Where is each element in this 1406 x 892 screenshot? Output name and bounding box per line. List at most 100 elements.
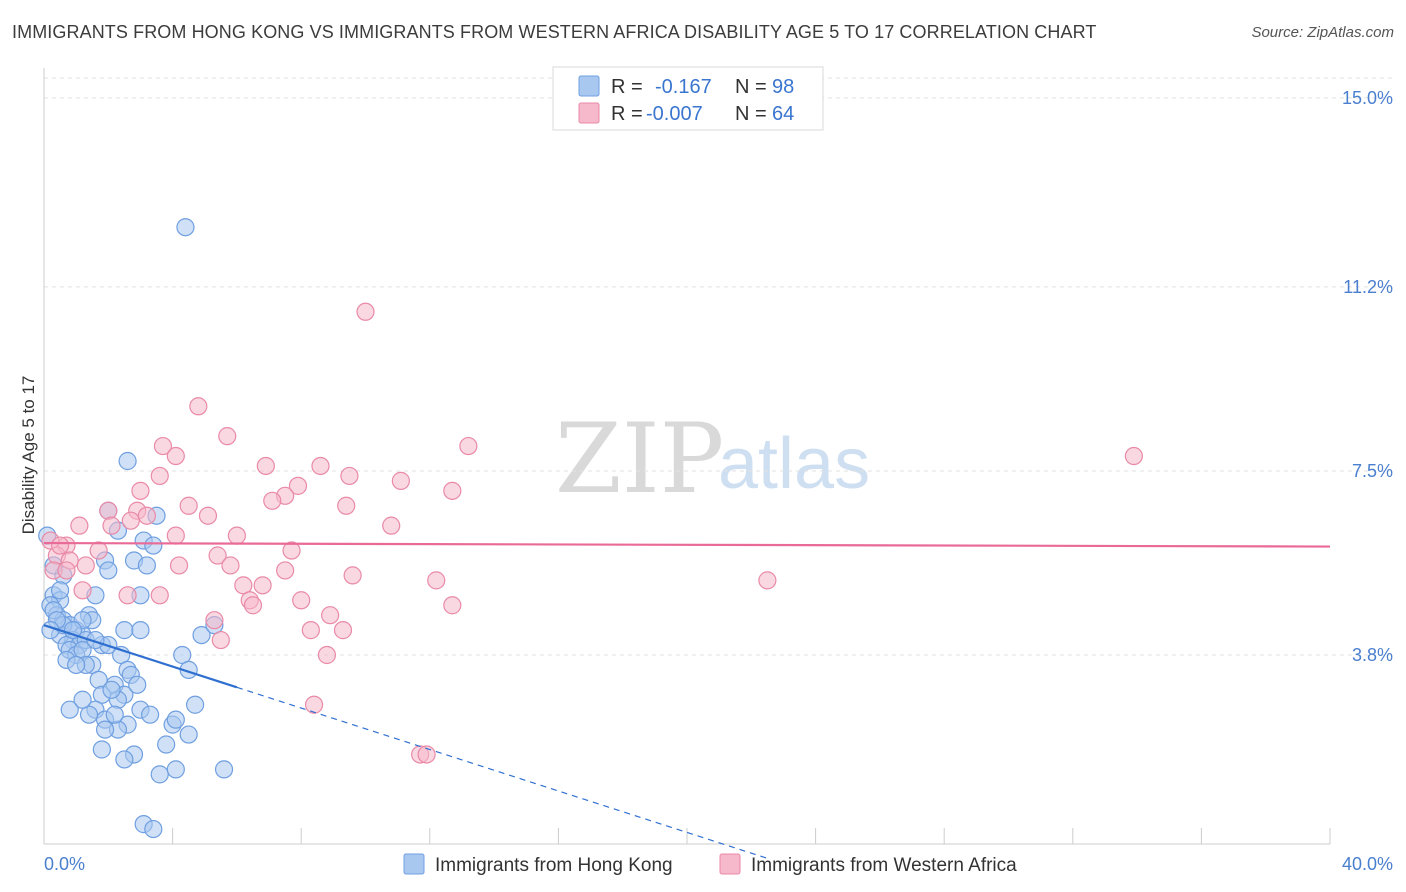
data-point <box>176 218 195 237</box>
data-point <box>205 611 224 630</box>
series-hong-kong-points <box>38 218 234 839</box>
data-point <box>343 566 362 585</box>
data-point <box>153 436 173 456</box>
watermark-atlas: atlas <box>718 424 870 504</box>
data-point <box>311 456 330 476</box>
x-tick-label: 0.0% <box>44 854 85 874</box>
gridlines <box>44 77 1392 656</box>
legend-swatch-western-africa <box>578 102 600 124</box>
data-point <box>95 720 115 739</box>
axes: 3.8% 7.5% 11.2% 15.0% 0.0% 40.0% <box>43 68 1393 874</box>
legend-n-value: 64 <box>772 103 794 125</box>
data-point <box>63 621 83 640</box>
data-point <box>288 476 308 495</box>
data-point <box>144 536 163 555</box>
data-point <box>218 427 237 446</box>
data-point <box>166 526 185 545</box>
data-point <box>121 511 140 530</box>
data-point <box>758 571 777 590</box>
legend-r-label: R = <box>611 103 643 125</box>
legend-swatch-hong-kong <box>578 75 600 97</box>
data-point <box>459 436 478 456</box>
data-point <box>221 556 240 575</box>
source-label: Source: ZipAtlas.com <box>1251 24 1394 41</box>
trend-line-western-africa <box>43 541 1331 548</box>
data-point <box>102 516 121 535</box>
data-point <box>76 556 95 575</box>
bottom-legend-swatch-hong-kong <box>403 853 425 875</box>
data-point <box>321 606 340 625</box>
data-point <box>60 700 79 719</box>
data-point <box>166 446 185 466</box>
data-point <box>443 596 462 615</box>
legend-n-label: N = <box>735 76 767 98</box>
data-point <box>50 581 70 600</box>
legend-n-value: 98 <box>772 76 794 98</box>
data-point <box>99 561 118 580</box>
data-point <box>73 690 92 709</box>
y-axis-label: Disability Age 5 to 17 <box>19 376 38 535</box>
watermark-zip: ZIP <box>555 403 724 515</box>
data-point <box>211 630 230 650</box>
data-point <box>356 302 375 321</box>
data-point <box>131 481 150 500</box>
data-point <box>227 526 246 545</box>
bottom-legend-swatch-western-africa <box>719 853 741 875</box>
data-point <box>427 571 446 590</box>
data-point <box>89 541 108 560</box>
data-point <box>179 725 198 744</box>
data-point <box>102 680 121 699</box>
data-point <box>92 740 111 759</box>
data-point <box>208 546 227 565</box>
data-point <box>140 705 160 724</box>
data-point <box>118 586 137 605</box>
legend-r-value: -0.007 <box>646 103 703 125</box>
data-point <box>382 516 401 535</box>
legend-n-label: N = <box>735 103 767 125</box>
data-point <box>169 556 189 575</box>
data-point <box>186 695 205 714</box>
data-point <box>276 561 295 580</box>
data-point <box>150 586 169 605</box>
data-point <box>131 621 150 640</box>
data-point <box>337 496 356 515</box>
y-tick-label: 7.5% <box>1352 461 1393 481</box>
data-point <box>115 750 134 769</box>
data-point <box>340 466 359 486</box>
data-point <box>99 501 118 520</box>
data-point <box>1124 446 1143 466</box>
data-point <box>198 506 218 525</box>
data-point <box>282 541 301 560</box>
data-point <box>166 710 185 729</box>
data-point <box>70 516 89 535</box>
data-point <box>50 536 70 555</box>
data-point <box>150 466 169 486</box>
trend-line-hong-kong-extension <box>236 686 768 859</box>
data-point <box>157 735 176 754</box>
data-point <box>105 705 124 724</box>
data-point <box>179 496 198 515</box>
data-point <box>256 456 275 476</box>
data-point <box>253 576 272 595</box>
bottom-legend-label-western-africa: Immigrants from Western Africa <box>751 855 1017 876</box>
x-tick-label: 40.0% <box>1342 854 1393 874</box>
data-point <box>128 675 147 694</box>
data-point <box>189 397 208 416</box>
data-point <box>137 556 156 575</box>
data-point <box>115 621 134 640</box>
legend-r-value: -0.167 <box>655 76 712 98</box>
legend-r-label: R = <box>611 76 643 98</box>
series-western-africa-points <box>41 302 1143 764</box>
data-point <box>137 506 156 525</box>
bottom-legend-label-hong-kong: Immigrants from Hong Kong <box>435 855 673 876</box>
data-point <box>243 596 263 615</box>
y-tick-label: 3.8% <box>1352 645 1393 665</box>
data-point <box>263 491 282 510</box>
data-point <box>304 695 324 714</box>
data-point <box>301 621 320 640</box>
chart-title: IMMIGRANTS FROM HONG KONG VS IMMIGRANTS … <box>12 22 1097 42</box>
trend-lines <box>43 541 1331 859</box>
correlation-legend: R = -0.167 N = 98 R = -0.007 N = 64 <box>552 66 824 131</box>
data-point <box>292 591 311 610</box>
